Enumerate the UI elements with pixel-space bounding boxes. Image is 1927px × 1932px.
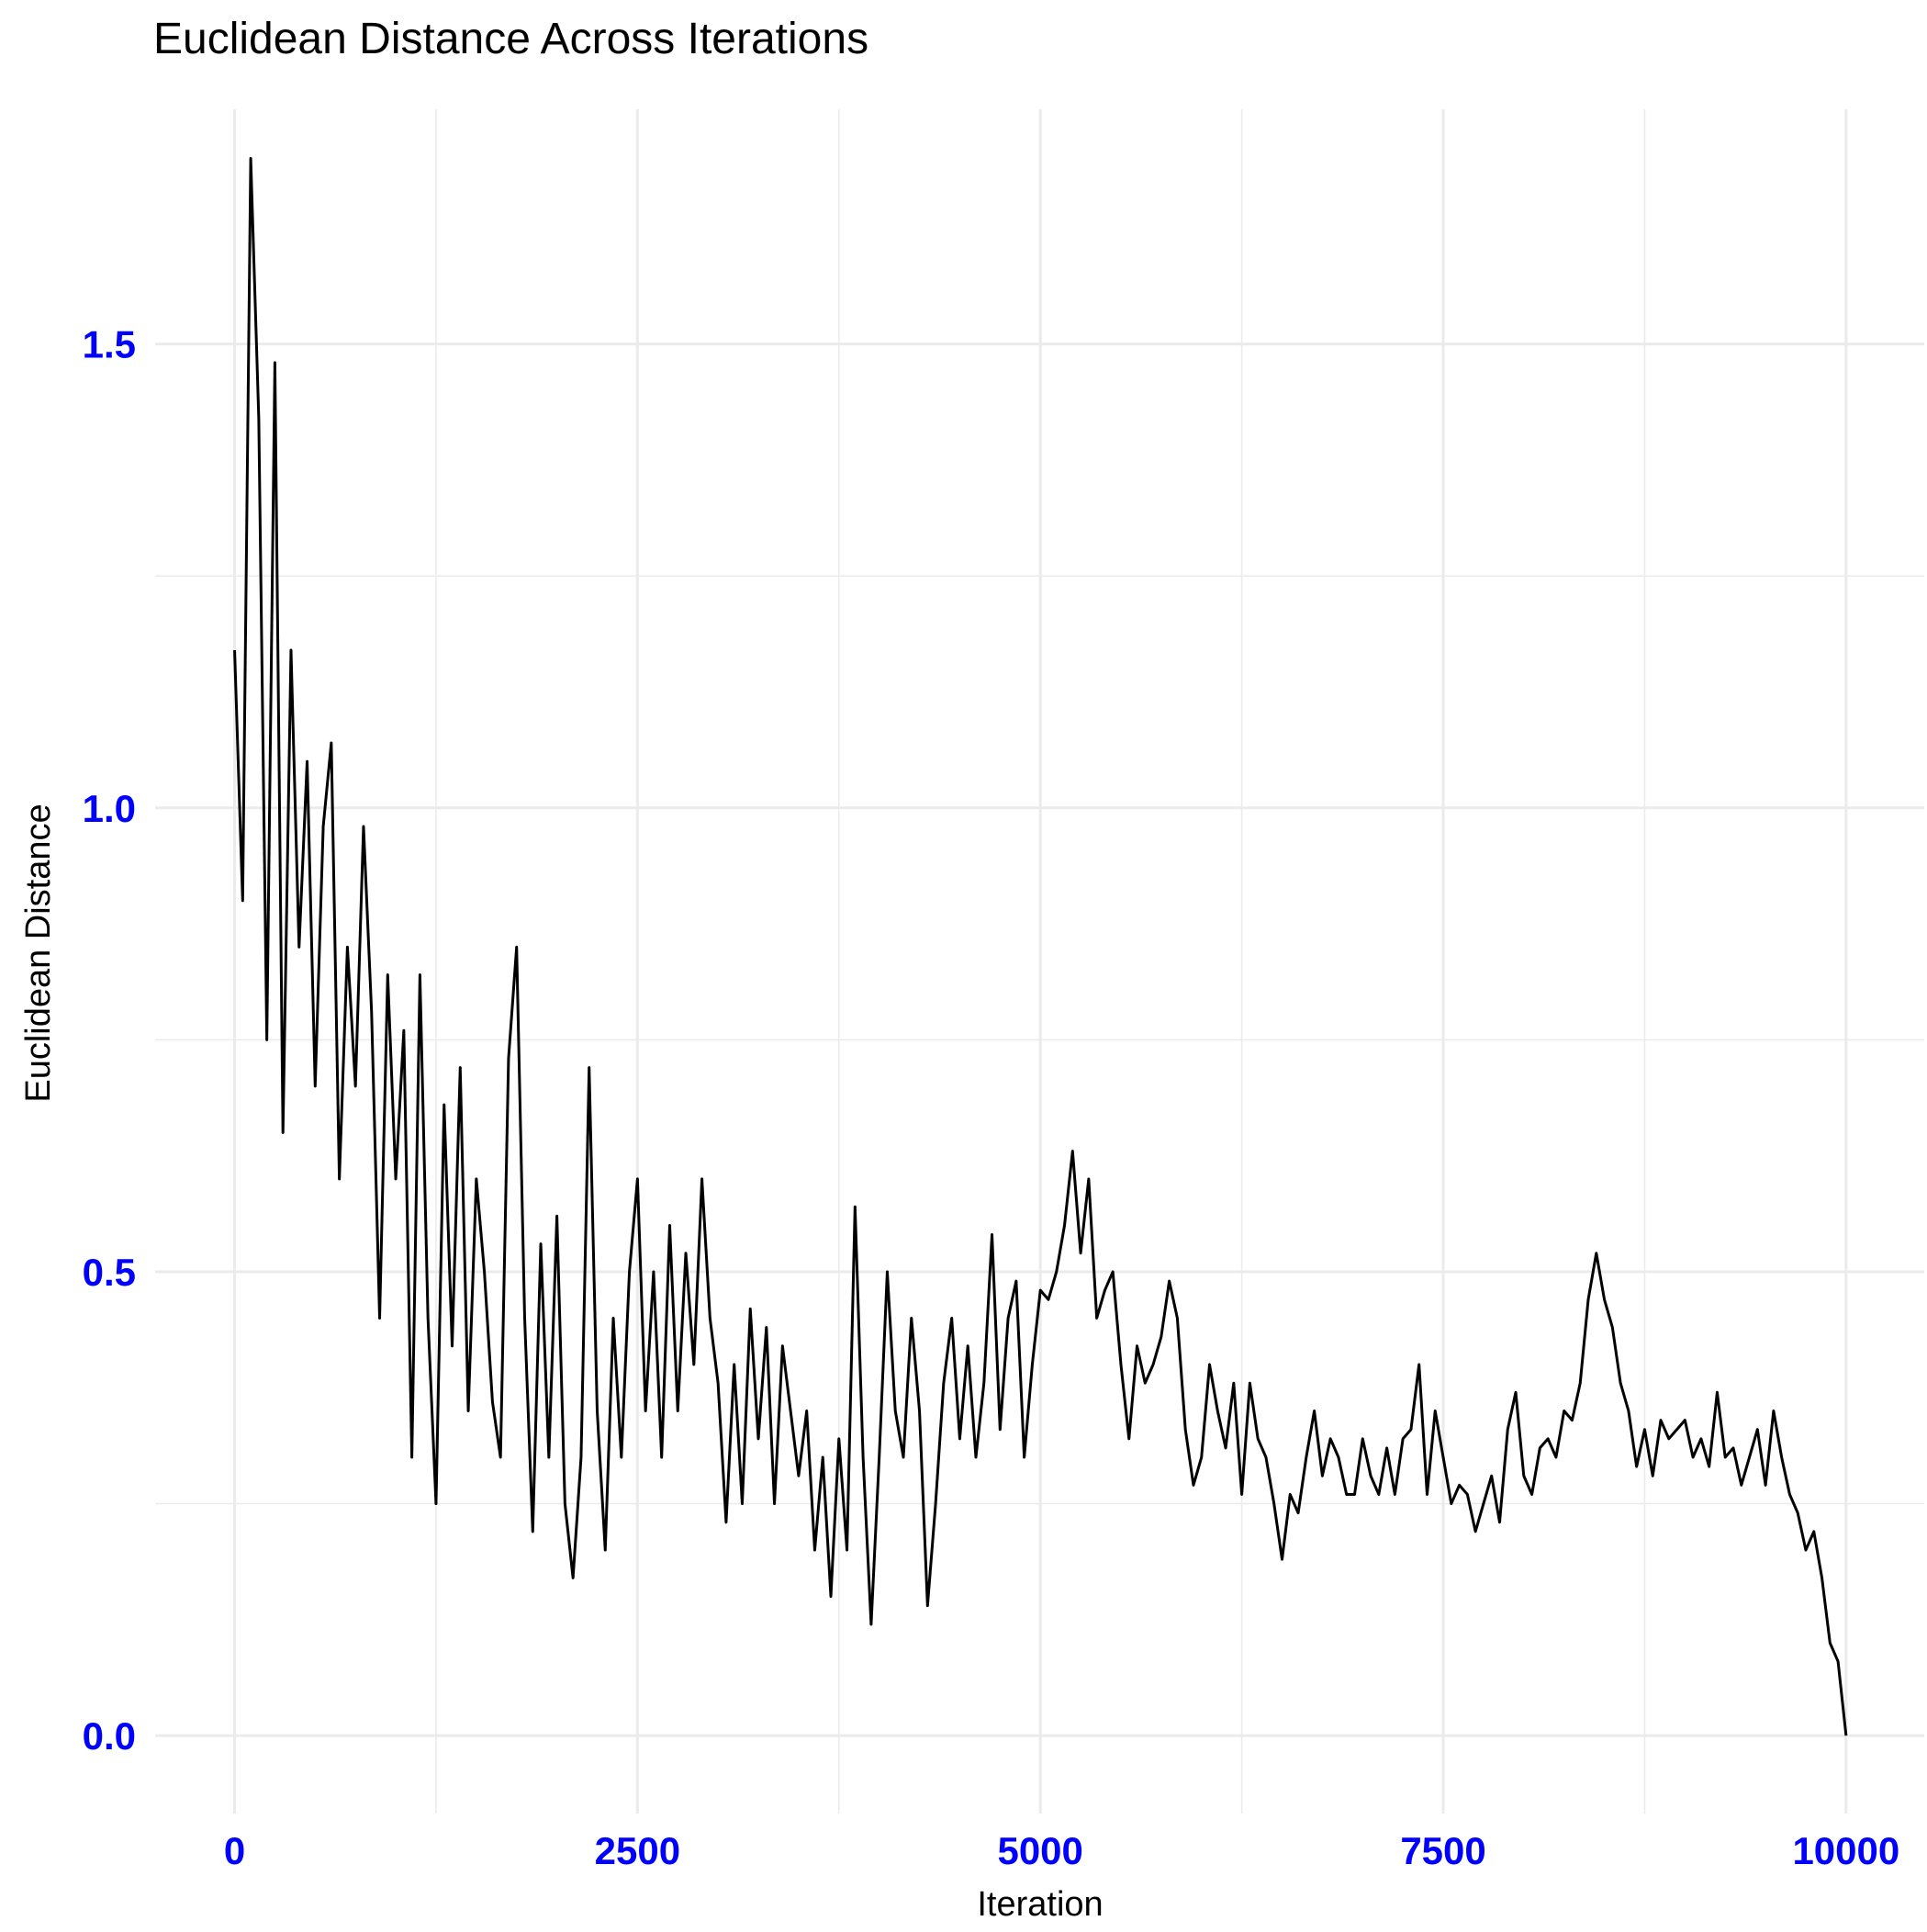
y-axis-title: Euclidean Distance xyxy=(19,803,58,1102)
x-tick-label: 0 xyxy=(224,1829,245,1872)
grid xyxy=(155,109,1924,1814)
x-axis-title: Iteration xyxy=(977,1885,1103,1924)
y-tick-label: 1.0 xyxy=(83,787,136,830)
x-tick-label: 2500 xyxy=(595,1829,680,1872)
plot-area xyxy=(233,157,1848,1736)
line xyxy=(233,157,1848,1736)
x-tick-label: 10000 xyxy=(1792,1829,1899,1872)
x-tick-label: 7500 xyxy=(1400,1829,1485,1872)
y-tick-label: 0.5 xyxy=(83,1251,136,1294)
x-tick-label: 5000 xyxy=(997,1829,1082,1872)
chart-title: Euclidean Distance Across Iterations xyxy=(153,15,868,63)
y-tick-label: 0.0 xyxy=(83,1714,136,1758)
y-tick-label: 1.5 xyxy=(83,323,136,366)
